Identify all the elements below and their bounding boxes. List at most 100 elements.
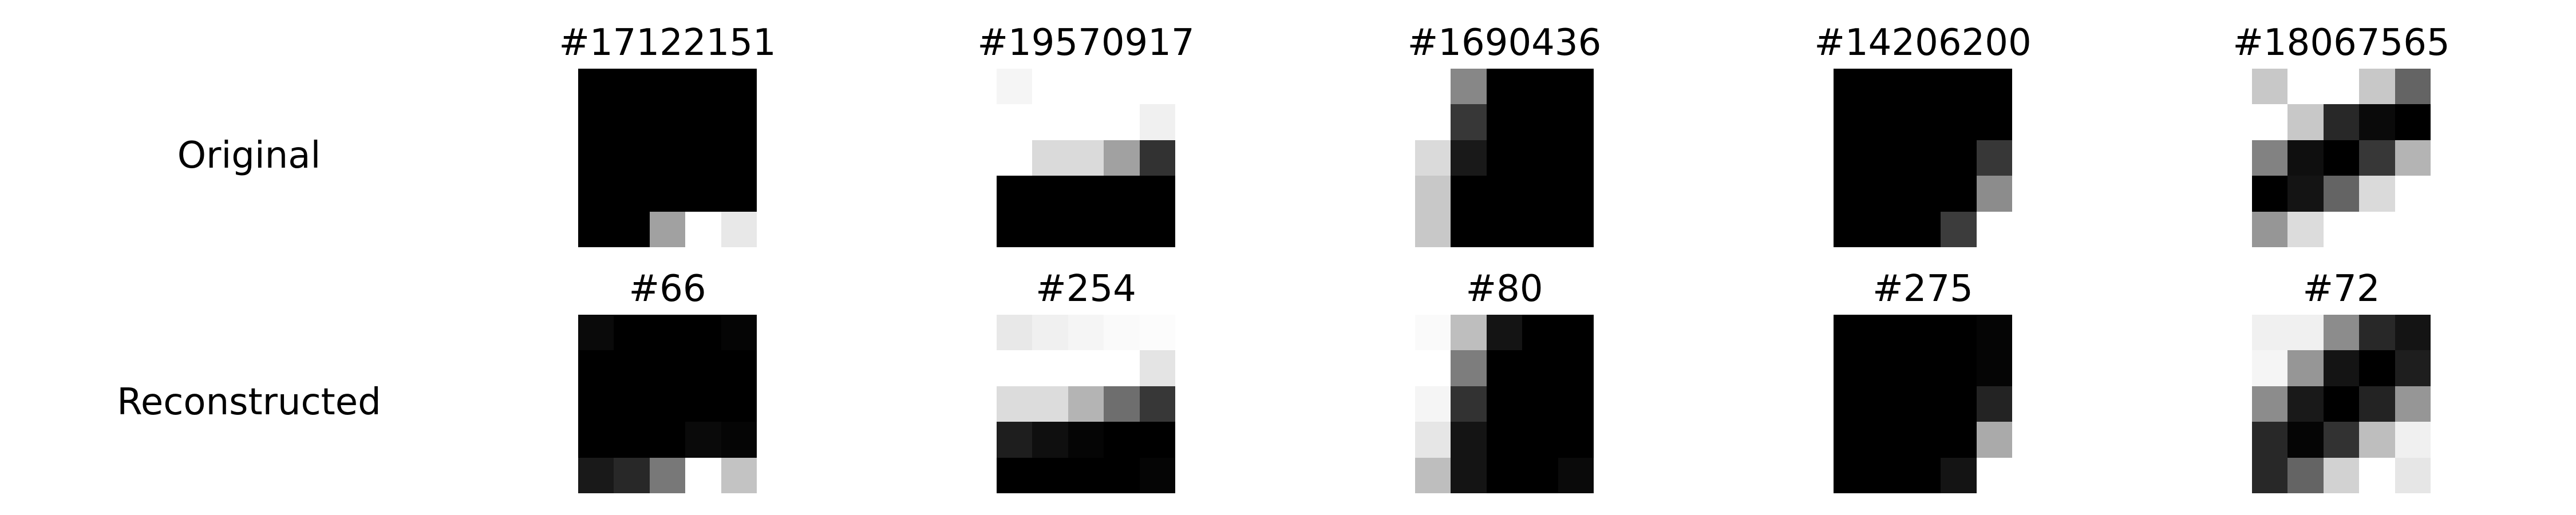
pixel-cell [1104,176,1140,212]
pixel-cell [1522,211,1558,247]
pixel-cell [1905,422,1941,458]
pixel-cell [2359,422,2395,458]
pixel-cell [1068,69,1104,105]
pixel-cell [721,211,757,247]
pixel-cell [1941,104,1977,140]
pixel-cell [2395,69,2431,105]
pixel-cell [2252,211,2288,247]
original-digit-tile [997,69,1175,247]
pixel-cell [1068,350,1104,386]
pixel-cell [685,211,721,247]
pixel-cell [2252,457,2288,493]
pixel-cell [1941,176,1977,212]
pixel-cell [997,422,1033,458]
row-label-original: Original [177,134,321,177]
pixel-cell [1976,386,2012,422]
pixel-cell [1486,457,1523,493]
pixel-cell [1976,315,2012,351]
pixel-cell [2323,350,2360,386]
pixel-cell [649,140,686,176]
pixel-cell [1032,457,1068,493]
pixel-cell [2252,315,2288,351]
pixel-cell [1068,211,1104,247]
pixel-cell [1139,211,1175,247]
pixel-cell [1834,315,1870,351]
pixel-cell [1451,315,1487,351]
pixel-cell [1905,457,1941,493]
pixel-cell [721,386,757,422]
pixel-cell [1139,457,1175,493]
pixel-cell [2359,350,2395,386]
pixel-cell [997,350,1033,386]
pixel-cell [1869,176,1905,212]
pixel-cell [578,315,614,351]
pixel-cell [649,104,686,140]
pixel-cell [2359,386,2395,422]
pixel-cell [1558,350,1594,386]
pixel-cell [578,457,614,493]
pixel-cell [685,104,721,140]
pixel-cell [614,457,650,493]
pixel-cell [1905,350,1941,386]
pixel-cell [2323,176,2360,212]
pixel-cell [1869,315,1905,351]
pixel-cell [1905,315,1941,351]
tile-title: #1690436 [1407,22,1602,64]
pixel-cell [1104,386,1140,422]
pixel-cell [578,386,614,422]
pixel-cell [2359,69,2395,105]
pixel-cell [2359,457,2395,493]
pixel-cell [1486,350,1523,386]
pixel-cell [2395,140,2431,176]
pixel-cell [2395,315,2431,351]
pixel-cell [2252,422,2288,458]
tile-title: #72 [2302,268,2380,310]
pixel-cell [1032,386,1068,422]
pixel-cell [2395,457,2431,493]
reconstructed-digit-tile [2252,315,2431,493]
pixel-cell [685,69,721,105]
pixel-cell [1139,140,1175,176]
pixel-cell [1869,211,1905,247]
pixel-cell [721,104,757,140]
pixel-cell [1486,140,1523,176]
pixel-cell [2359,104,2395,140]
pixel-cell [685,176,721,212]
pixel-cell [1522,350,1558,386]
pixel-cell [2323,315,2360,351]
pixel-cell [1522,422,1558,458]
pixel-cell [1869,104,1905,140]
pixel-cell [1558,315,1594,351]
pixel-cell [1869,386,1905,422]
pixel-cell [1976,69,2012,105]
pixel-cell [1976,176,2012,212]
reconstructed-digit-tile [997,315,1175,493]
pixel-cell [1941,69,1977,105]
pixel-cell [1068,140,1104,176]
pixel-cell [1522,69,1558,105]
pixel-cell [614,386,650,422]
pixel-cell [1869,457,1905,493]
pixel-cell [2323,104,2360,140]
pixel-cell [1104,104,1140,140]
pixel-cell [1834,457,1870,493]
pixel-cell [1486,315,1523,351]
pixel-cell [1139,315,1175,351]
pixel-cell [2395,422,2431,458]
pixel-cell [685,422,721,458]
pixel-cell [2395,211,2431,247]
pixel-cell [1104,211,1140,247]
pixel-cell [614,69,650,105]
pixel-cell [2252,69,2288,105]
pixel-cell [1068,457,1104,493]
tile-title: #19570917 [977,22,1195,64]
pixel-cell [1976,211,2012,247]
pixel-cell [1068,315,1104,351]
pixel-cell [1486,176,1523,212]
pixel-cell [1834,69,1870,105]
pixel-cell [1451,69,1487,105]
pixel-cell [1486,422,1523,458]
pixel-cell [2323,457,2360,493]
pixel-cell [1415,176,1451,212]
pixel-cell [1905,104,1941,140]
